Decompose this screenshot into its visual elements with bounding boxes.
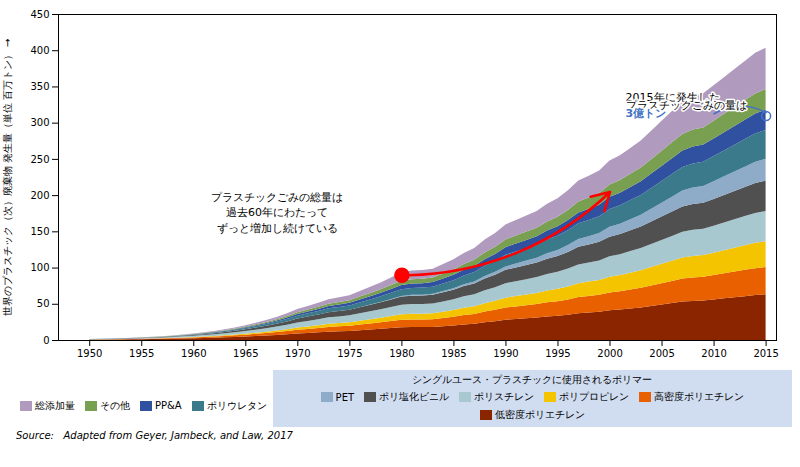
svg-text:250: 250	[30, 154, 49, 165]
html-text:その他: その他	[100, 399, 130, 411]
html-text:PET: PET	[335, 391, 355, 403]
svg-text:2015: 2015	[753, 348, 778, 359]
svg-text:1960: 1960	[181, 348, 206, 359]
html-text:高密度ポリエチレン: 高密度ポリエチレン	[654, 391, 745, 402]
svg-text:50: 50	[37, 298, 50, 309]
html-text:Source: Adapted from Geyer, Ja: Source: Adapted from Geyer, Jambeck, and…	[16, 430, 293, 441]
svg-text:プラスチックごみの量は: プラスチックごみの量は	[625, 99, 747, 113]
svg-text:300: 300	[30, 117, 49, 128]
html-text:ポリプロピレン: ポリプロピレン	[559, 391, 630, 402]
html-text:ポリスチレン: ポリスチレン	[474, 391, 535, 402]
svg-text:1965: 1965	[233, 348, 258, 359]
svg-text:1975: 1975	[337, 348, 362, 359]
svg-text:2015年に発生した: 2015年に発生した	[625, 91, 720, 105]
svg-text:0: 0	[43, 335, 49, 346]
svg-text:1990: 1990	[493, 348, 518, 359]
svg-text:1980: 1980	[389, 348, 414, 359]
html-text:ポリウレタン: ポリウレタン	[206, 399, 267, 411]
svg-text:350: 350	[30, 81, 49, 92]
svg-text:100: 100	[30, 262, 49, 273]
svg-text:2005: 2005	[649, 348, 674, 359]
svg-text:1995: 1995	[545, 348, 570, 359]
svg-text:プラスチックごみの総量は過去60年にわたってずっと増加し続け: プラスチックごみの総量は過去60年にわたってずっと増加し続けている	[211, 191, 343, 235]
html-text:PP&A: PP&A	[155, 400, 182, 411]
html-text:ポリ塩化ビニル: ポリ塩化ビニル	[379, 391, 450, 402]
svg-text:150: 150	[30, 226, 49, 237]
html-text:低密度ポリエチレン: 低密度ポリエチレン	[494, 409, 585, 420]
svg-text:400: 400	[30, 45, 49, 56]
svg-text:1955: 1955	[129, 348, 154, 359]
html-text:シングルユース・プラスチックに使用されるポリマー: シングルユース・プラスチックに使用されるポリマー	[412, 374, 653, 385]
svg-text:200: 200	[30, 190, 49, 201]
svg-text:3億トン: 3億トン	[626, 107, 667, 120]
svg-text:1970: 1970	[285, 348, 310, 359]
svg-text:450: 450	[30, 9, 49, 20]
svg-text:1950: 1950	[77, 348, 102, 359]
svg-text:1985: 1985	[441, 348, 466, 359]
html-text:総添加量: 総添加量	[35, 399, 75, 411]
svg-text:世界のプラスチック（次）廃棄物 発生量（単位 百万トン） →: 世界のプラスチック（次）廃棄物 発生量（単位 百万トン） →	[2, 39, 13, 317]
svg-text:2000: 2000	[597, 348, 622, 359]
svg-text:2010: 2010	[701, 348, 726, 359]
